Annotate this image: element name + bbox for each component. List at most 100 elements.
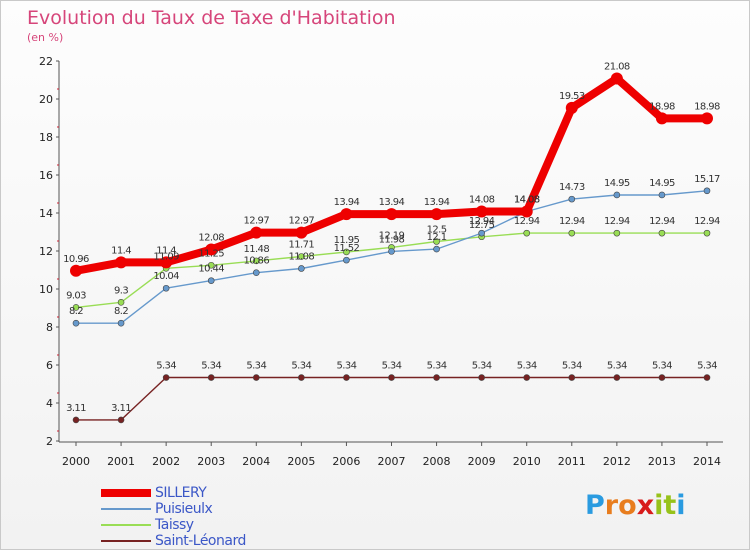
data-point (298, 265, 305, 272)
data-label: 12.08 (198, 232, 224, 243)
data-label: 14.08 (514, 194, 540, 205)
x-tick-label: 2012 (603, 455, 631, 468)
data-point (72, 304, 80, 311)
data-point (343, 374, 350, 381)
data-label: 10.96 (63, 254, 89, 265)
data-point (162, 284, 170, 292)
data-point (385, 208, 398, 221)
data-label: 5.34 (336, 361, 356, 372)
x-tick-label: 2008 (423, 455, 451, 468)
y-tick-label: 12 (39, 245, 53, 258)
data-point (610, 72, 623, 85)
data-label: 11.08 (289, 251, 315, 262)
data-point (568, 229, 576, 237)
data-point (430, 208, 443, 221)
data-point (478, 374, 485, 381)
data-point (613, 229, 621, 237)
legend-item-puisieulx[interactable]: Puisieulx (99, 501, 359, 517)
data-label: 14.08 (469, 194, 495, 205)
data-point (252, 269, 260, 276)
y-tick-label: 20 (39, 93, 53, 106)
data-label: 5.34 (607, 361, 627, 372)
data-label: 9.03 (66, 290, 86, 301)
y-tick-label: 8 (46, 321, 53, 334)
data-point (703, 229, 711, 237)
data-point (433, 238, 440, 245)
data-label: 12.94 (469, 216, 495, 227)
chart-subtitle: (en %) (27, 31, 64, 44)
data-label: 5.34 (382, 361, 402, 372)
data-point (298, 253, 305, 260)
data-point (205, 243, 218, 256)
data-label: 12.97 (289, 216, 315, 227)
data-point (433, 245, 440, 253)
logo-letter: t (663, 490, 677, 521)
x-tick-label: 2003 (197, 455, 225, 468)
data-label: 5.34 (427, 361, 447, 372)
logo-letter: i (676, 490, 686, 521)
data-label: 18.98 (649, 101, 675, 112)
data-label: 11.48 (243, 244, 269, 255)
chart-axes: 2 4 6 8 10 12 14 16 18 20 22 2000 2001 2002 2003 2004 20… (39, 55, 723, 468)
legend-swatch-puisieulx (101, 508, 151, 510)
legend-label-puisieulx: Puisieulx (155, 501, 213, 517)
data-label: 12.94 (559, 216, 585, 227)
x-tick-label: 2000 (62, 455, 90, 468)
data-label: 19.53 (559, 91, 585, 102)
series-points (70, 72, 713, 424)
data-point (520, 205, 533, 218)
data-label: 12.94 (649, 216, 675, 227)
data-label: 10.86 (243, 256, 269, 267)
legend-item-saint-leonard[interactable]: Saint-Léonard (99, 533, 359, 549)
data-label: 12.94 (694, 216, 720, 227)
data-point (523, 229, 531, 237)
data-label: 5.34 (517, 361, 537, 372)
y-tick-label: 18 (39, 131, 53, 144)
legend-item-sillery[interactable]: SILLERY (99, 485, 359, 501)
chart-title: Evolution du Taux de Taxe d'Habitation (27, 7, 396, 29)
data-label: 5.34 (652, 361, 672, 372)
series-line-saint-l-onard (75, 376, 708, 421)
data-label: 12.75 (469, 220, 495, 231)
x-tick-label: 2010 (513, 455, 541, 468)
data-point (565, 101, 578, 114)
data-label: 13.94 (424, 197, 450, 208)
data-point (162, 374, 170, 381)
data-label: 12.1 (427, 232, 447, 243)
data-label: 11.71 (289, 240, 315, 251)
data-label: 13.94 (334, 197, 360, 208)
data-point (343, 248, 350, 256)
legend-item-taissy[interactable]: Taissy (99, 517, 359, 533)
x-tick-label: 2002 (152, 455, 180, 468)
data-label: 5.34 (201, 361, 221, 372)
data-point (433, 374, 440, 381)
data-point (117, 319, 125, 327)
y-tick-label: 16 (39, 169, 53, 182)
data-label: 11.4 (156, 245, 176, 256)
data-point (298, 374, 305, 381)
legend-swatch-sillery (101, 489, 151, 497)
y-tick-label: 22 (39, 55, 53, 68)
data-point (388, 374, 395, 381)
data-label: 21.08 (604, 61, 630, 72)
data-label: 8.2 (114, 306, 128, 317)
data-label: 10.04 (153, 271, 179, 282)
data-label: 10.44 (198, 264, 224, 275)
data-point (613, 374, 621, 381)
data-label: 11.4 (111, 245, 131, 256)
data-label: 11.98 (379, 234, 405, 245)
data-point (117, 416, 125, 424)
data-label: 8.2 (69, 306, 83, 317)
legend-label-sillery: SILLERY (155, 485, 207, 501)
x-tick-label: 2001 (107, 455, 135, 468)
data-point (160, 256, 173, 269)
data-point (115, 256, 128, 269)
data-point (250, 226, 263, 239)
data-point (207, 261, 215, 269)
data-label: 12.94 (514, 216, 540, 227)
data-label: 18.98 (694, 101, 720, 112)
data-point (72, 416, 80, 424)
proxiti-logo: Proxiti (585, 490, 686, 521)
data-point (655, 112, 668, 125)
